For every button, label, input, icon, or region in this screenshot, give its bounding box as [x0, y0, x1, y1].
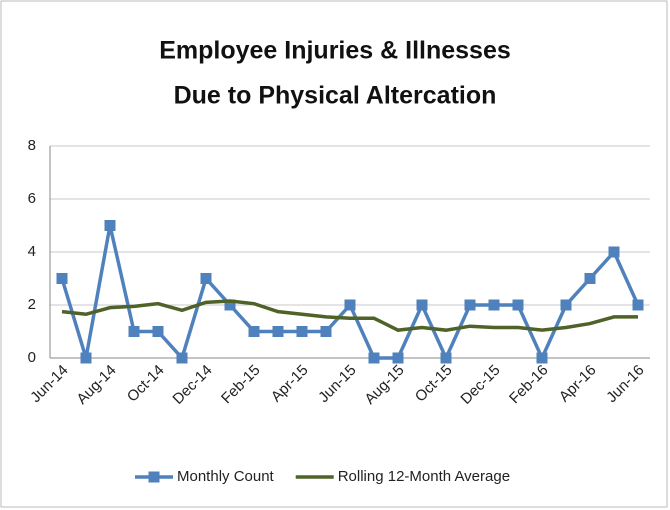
y-tick-label: 8 [28, 137, 36, 154]
data-point [416, 299, 428, 311]
legend-label: Rolling 12-Month Average [338, 468, 510, 485]
series-line [61, 299, 638, 332]
data-point [440, 352, 452, 364]
y-tick-label: 0 [28, 349, 36, 366]
data-point [632, 299, 644, 311]
data-point [56, 273, 68, 284]
y-tick-label: 4 [28, 243, 36, 260]
data-point [200, 273, 212, 284]
data-point [272, 326, 284, 337]
y-tick-label: 2 [28, 296, 36, 313]
data-point [512, 299, 524, 311]
data-point [464, 299, 476, 311]
data-point [488, 299, 500, 311]
data-point [248, 326, 260, 337]
data-point [80, 352, 92, 364]
data-point [392, 352, 404, 364]
chart-title: Employee Injuries & Illnesses [159, 37, 511, 65]
data-point [296, 326, 308, 337]
data-point [128, 326, 140, 337]
data-point [584, 273, 596, 284]
data-point [608, 246, 620, 258]
data-point [320, 326, 332, 337]
y-tick-label: 6 [28, 190, 36, 207]
chart-title: Due to Physical Altercation [174, 82, 497, 110]
data-point [152, 326, 164, 337]
data-point [224, 299, 236, 311]
data-point [560, 299, 572, 311]
legend-label: Monthly Count [177, 468, 275, 485]
data-point [368, 352, 380, 364]
data-point [536, 352, 548, 364]
data-point [104, 220, 116, 231]
data-point [176, 352, 188, 364]
data-point [344, 299, 356, 311]
legend-marker [148, 471, 160, 483]
